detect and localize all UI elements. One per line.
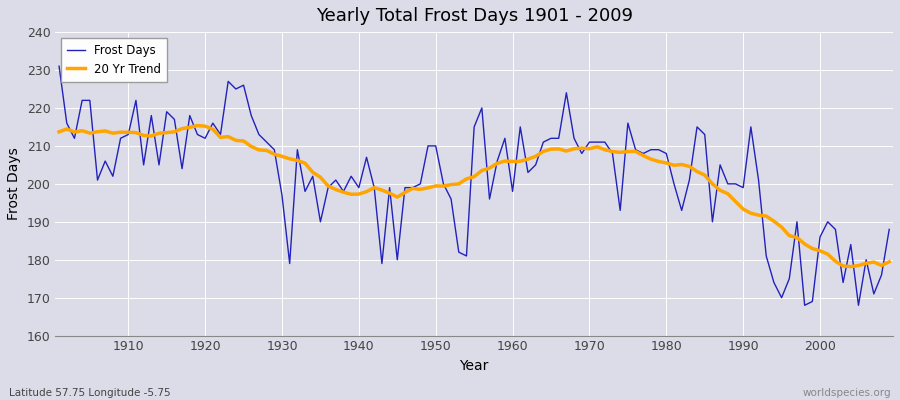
Legend: Frost Days, 20 Yr Trend: Frost Days, 20 Yr Trend	[61, 38, 167, 82]
20 Yr Trend	[292, 158, 302, 163]
X-axis label: Year: Year	[460, 359, 489, 373]
Y-axis label: Frost Days: Frost Days	[7, 148, 21, 220]
Line: 20 Yr Trend: 20 Yr Trend	[59, 126, 889, 267]
Title: Yearly Total Frost Days 1901 - 2009: Yearly Total Frost Days 1901 - 2009	[316, 7, 633, 25]
20 Yr Trend	[845, 264, 856, 269]
20 Yr Trend	[508, 159, 518, 164]
Frost Days	[500, 136, 510, 141]
20 Yr Trend	[192, 123, 202, 128]
20 Yr Trend	[608, 149, 618, 154]
Frost Days	[599, 140, 610, 144]
Frost Days	[115, 136, 126, 141]
Frost Days	[54, 64, 65, 69]
Frost Days	[508, 189, 518, 194]
20 Yr Trend	[884, 260, 895, 264]
Frost Days	[330, 178, 341, 182]
20 Yr Trend	[54, 130, 65, 134]
20 Yr Trend	[515, 159, 526, 164]
Frost Days	[799, 303, 810, 308]
Frost Days	[884, 227, 895, 232]
20 Yr Trend	[338, 190, 349, 194]
Text: Latitude 57.75 Longitude -5.75: Latitude 57.75 Longitude -5.75	[9, 388, 171, 398]
Line: Frost Days: Frost Days	[59, 66, 889, 305]
20 Yr Trend	[115, 130, 126, 134]
Text: worldspecies.org: worldspecies.org	[803, 388, 891, 398]
Frost Days	[284, 261, 295, 266]
